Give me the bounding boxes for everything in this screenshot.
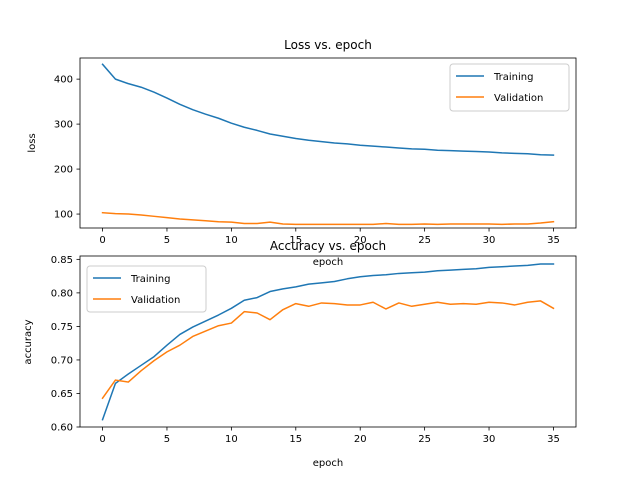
loss-y-axis-label: loss bbox=[27, 133, 38, 152]
loss-x-tick-label: 10 bbox=[225, 235, 238, 246]
loss-legend: Training Validation bbox=[449, 63, 570, 112]
accuracy-x-tick-label: 0 bbox=[99, 434, 105, 445]
accuracy-y-tick-label: 0.70 bbox=[51, 355, 73, 366]
loss-y-ticks: 100 200 300 400 bbox=[54, 75, 80, 221]
loss-plot-frame bbox=[79, 57, 577, 229]
accuracy-legend-training-label: Training bbox=[130, 274, 170, 285]
loss-training-line bbox=[101, 63, 555, 156]
accuracy-x-tick-label: 30 bbox=[483, 434, 496, 445]
loss-chart-title: Loss vs. epoch bbox=[284, 38, 372, 52]
accuracy-y-tick-label: 0.65 bbox=[51, 389, 73, 400]
accuracy-series-layer bbox=[101, 263, 555, 421]
accuracy-x-tick-label: 35 bbox=[547, 434, 560, 445]
loss-x-tick-label: 0 bbox=[99, 235, 105, 246]
loss-x-tick-label: 5 bbox=[164, 235, 170, 246]
loss-x-axis-label: epoch bbox=[313, 257, 343, 268]
loss-y-tick-label: 200 bbox=[54, 165, 73, 176]
loss-validation-line bbox=[101, 211, 555, 226]
accuracy-y-tick-label: 0.75 bbox=[51, 322, 73, 333]
loss-subplot: Loss vs. epoch 0 5 10 15 20 25 30 35 100 200 300 4… bbox=[27, 38, 577, 268]
loss-series-layer bbox=[101, 63, 555, 226]
accuracy-x-tick-label: 20 bbox=[354, 434, 367, 445]
accuracy-x-tick-label: 15 bbox=[289, 434, 302, 445]
accuracy-legend-validation-label: Validation bbox=[131, 295, 180, 306]
accuracy-y-tick-label: 0.85 bbox=[51, 255, 73, 266]
accuracy-legend: Training Validation bbox=[86, 265, 207, 313]
accuracy-y-tick-label: 0.60 bbox=[51, 423, 73, 434]
accuracy-y-axis-label: accuracy bbox=[23, 319, 34, 364]
accuracy-x-axis-label: epoch bbox=[313, 458, 343, 469]
accuracy-validation-line bbox=[101, 300, 555, 400]
loss-x-ticks: 0 5 10 15 20 25 30 35 bbox=[99, 228, 560, 246]
loss-x-tick-label: 20 bbox=[354, 235, 367, 246]
loss-x-tick-label: 15 bbox=[289, 235, 302, 246]
loss-y-tick-label: 400 bbox=[54, 75, 73, 86]
accuracy-y-ticks: 0.60 0.65 0.70 0.75 0.80 0.85 bbox=[51, 255, 80, 434]
accuracy-x-tick-label: 5 bbox=[164, 434, 170, 445]
accuracy-x-ticks: 0 5 10 15 20 25 30 35 bbox=[99, 427, 560, 445]
loss-legend-training-label: Training bbox=[493, 72, 533, 83]
accuracy-training-line bbox=[101, 263, 555, 421]
accuracy-x-tick-label: 25 bbox=[418, 434, 431, 445]
accuracy-chart-title: Accuracy vs. epoch bbox=[270, 239, 386, 253]
loss-legend-validation-label: Validation bbox=[494, 93, 543, 104]
accuracy-plot-frame bbox=[79, 255, 577, 428]
accuracy-y-tick-label: 0.80 bbox=[51, 288, 73, 299]
loss-y-tick-label: 100 bbox=[54, 210, 73, 221]
loss-x-tick-label: 30 bbox=[483, 235, 496, 246]
accuracy-subplot: 0 5 10 15 20 25 30 35 0.600.650.700.750.800.85 … bbox=[23, 255, 577, 469]
loss-y-tick-label: 300 bbox=[54, 120, 73, 131]
loss-x-tick-label: 25 bbox=[418, 235, 431, 246]
accuracy-x-tick-label: 10 bbox=[225, 434, 238, 445]
loss-x-tick-label: 35 bbox=[547, 235, 560, 246]
